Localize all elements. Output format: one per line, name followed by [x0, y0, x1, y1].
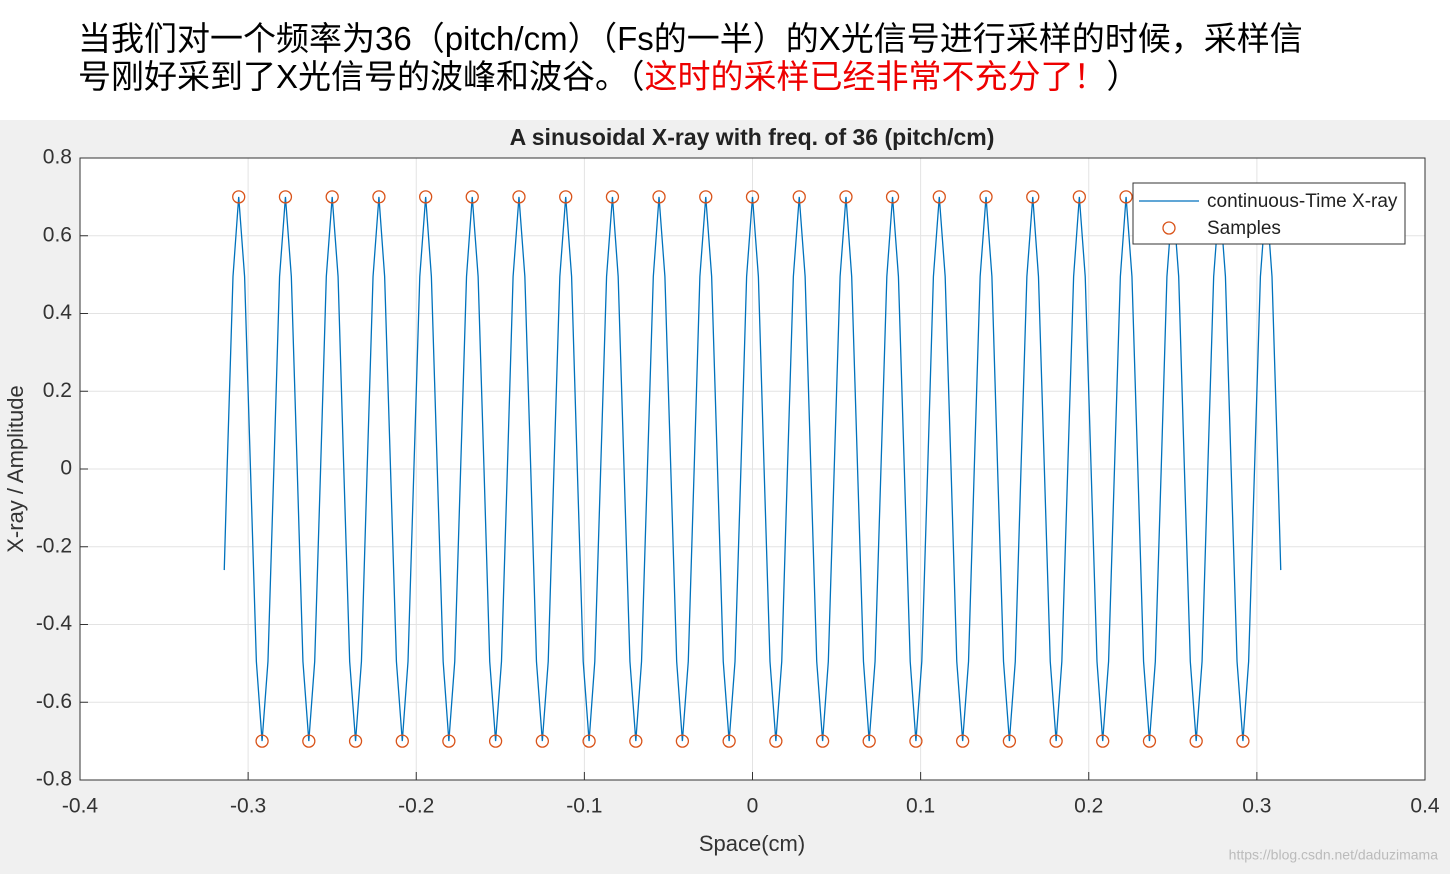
y-tick-label: -0.2	[36, 534, 72, 557]
x-tick-label: 0.1	[906, 795, 935, 818]
sample-marker	[442, 734, 456, 748]
x-tick-label: -0.1	[566, 795, 602, 818]
sample-marker	[909, 734, 923, 748]
sample-marker	[395, 734, 409, 748]
legend-swatch	[1162, 221, 1176, 235]
sample-marker	[372, 190, 386, 204]
chart-title: A sinusoidal X-ray with freq. of 36 (pit…	[510, 124, 995, 150]
header-text: ）	[1106, 58, 1140, 95]
y-tick-label: 0.8	[43, 146, 72, 169]
legend: continuous-Time X-ray Samples	[1132, 182, 1406, 245]
y-tick-label: 0.2	[43, 379, 72, 402]
sample-marker	[722, 734, 736, 748]
axes-box	[79, 157, 1426, 781]
x-axis-label: Space(cm)	[699, 831, 805, 856]
sample-marker	[1142, 734, 1157, 748]
y-tick-label: 0	[60, 457, 72, 480]
sample-marker	[278, 190, 293, 204]
y-axis-label: X-ray / Amplitude	[3, 385, 28, 553]
sample-marker	[839, 190, 853, 204]
sample-marker	[348, 734, 363, 748]
sample-marker	[1072, 190, 1086, 204]
sample-marker	[1189, 734, 1203, 748]
sample-marker	[419, 190, 433, 204]
sample-marker	[885, 190, 900, 204]
header-line: 当我们对一个频率为36（pitch/cm）（Fs的一半）的X光信号进行采样的时候…	[78, 20, 1303, 57]
chart: A sinusoidal X-ray with freq. of 36 (pit…	[0, 120, 1450, 874]
sample-marker	[675, 734, 690, 748]
sample-marker	[255, 734, 269, 748]
x-tick-label: 0	[747, 795, 759, 818]
x-tick-label: -0.4	[62, 795, 99, 818]
sample-marker	[1026, 190, 1040, 204]
y-tick-label: -0.8	[36, 768, 72, 791]
y-tick-label: 0.4	[43, 301, 73, 324]
header-text: 号刚好采到了X光信号的波峰和波谷。（	[78, 58, 645, 95]
sample-marker	[582, 734, 596, 748]
sample-marker	[815, 734, 830, 748]
sample-marker	[652, 190, 666, 204]
y-tick-label: -0.4	[36, 612, 73, 635]
sample-marker	[792, 190, 806, 204]
sample-marker	[1096, 734, 1110, 748]
sample-marker	[559, 190, 573, 204]
sample-marker	[488, 734, 503, 748]
y-tick-label: 0.6	[43, 223, 72, 246]
legend-label: Samples	[1207, 218, 1281, 239]
sample-marker	[1049, 734, 1063, 748]
sample-marker	[325, 190, 339, 204]
x-tick-label: 0.2	[1074, 795, 1103, 818]
legend-label: continuous-Time X-ray	[1207, 191, 1398, 212]
sample-marker	[629, 734, 643, 748]
sample-marker	[302, 734, 316, 748]
y-tick-label: -0.6	[36, 690, 72, 713]
sample-marker	[512, 190, 526, 204]
sample-marker	[699, 190, 713, 204]
header-line: 号刚好采到了X光信号的波峰和波谷。（这时的采样已经非常不充分了！）	[78, 58, 1140, 96]
sample-marker	[1236, 734, 1250, 748]
sample-marker	[232, 190, 246, 204]
sample-marker	[605, 190, 620, 204]
x-tick-label: -0.2	[398, 795, 434, 818]
sample-marker	[465, 190, 479, 204]
sample-marker	[956, 734, 970, 748]
sample-marker	[535, 734, 549, 748]
sample-marker	[1002, 734, 1017, 748]
x-tick-label: 0.3	[1242, 795, 1271, 818]
sample-marker	[745, 190, 760, 204]
sample-marker	[932, 190, 946, 204]
sample-marker	[862, 734, 876, 748]
header-highlight: 这时的采样已经非常不充分了！	[644, 58, 1107, 95]
x-tick-label: -0.3	[230, 795, 266, 818]
x-tick-label: 0.4	[1410, 795, 1440, 818]
sample-marker	[769, 734, 783, 748]
sample-marker	[979, 190, 993, 204]
legend-box	[1132, 182, 1406, 245]
watermark: https://blog.csdn.net/daduzimama	[1229, 847, 1439, 863]
sample-marker	[1119, 190, 1133, 204]
data-line	[223, 196, 1282, 742]
